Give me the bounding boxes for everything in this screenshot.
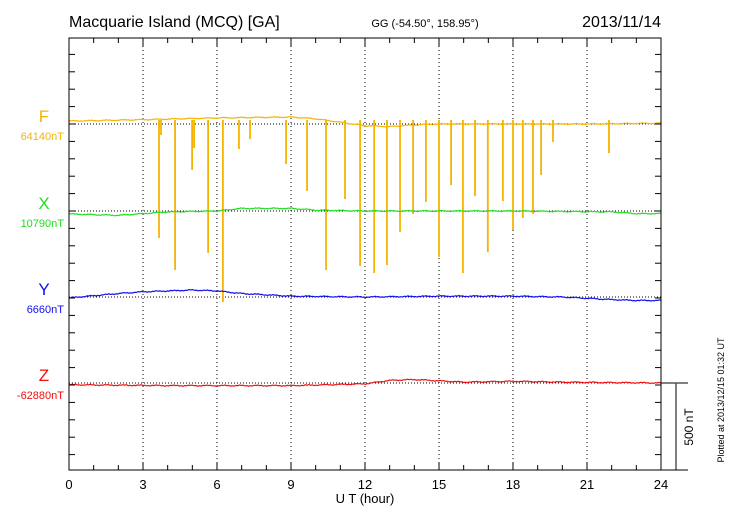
grid bbox=[69, 38, 661, 470]
x-tick-label: 12 bbox=[358, 477, 372, 492]
series-name-F: F bbox=[39, 107, 49, 126]
axis-ticks: 0 3 6 9 12 15 18 21 24 bbox=[65, 38, 668, 492]
baseline-label-F: 64140nT bbox=[21, 131, 65, 143]
series-name-X: X bbox=[38, 194, 49, 213]
x-tick-label: 24 bbox=[654, 477, 668, 492]
x-tick-label: 18 bbox=[506, 477, 520, 492]
chart-date: 2013/11/14 bbox=[582, 14, 661, 31]
x-axis-label: U T (hour) bbox=[336, 491, 395, 506]
series-name-Y: Y bbox=[38, 280, 49, 299]
series-labels: F 64140nT X 10790nT Y 6660nT Z -62880nT bbox=[17, 107, 64, 402]
x-tick-label: 0 bbox=[65, 477, 72, 492]
chart-title: Macquarie Island (MCQ) [GA] bbox=[69, 14, 280, 31]
x-tick-label: 3 bbox=[139, 477, 146, 492]
x-tick-label: 21 bbox=[580, 477, 594, 492]
plotted-at-footer: Plotted at 2013/12/15 01:32 UT bbox=[716, 337, 726, 463]
baseline-label-Y: 6660nT bbox=[27, 304, 65, 316]
series-name-Z: Z bbox=[39, 366, 49, 385]
x-tick-label: 15 bbox=[432, 477, 446, 492]
chart-subtitle: GG (-54.50°, 158.95°) bbox=[371, 18, 478, 30]
series-line-Y bbox=[68, 288, 662, 302]
scale-bar: 500 nT bbox=[661, 382, 696, 471]
x-tick-label: 6 bbox=[213, 477, 220, 492]
series-line-F bbox=[68, 115, 662, 128]
x-tick-label: 9 bbox=[287, 477, 294, 492]
scale-bar-label: 500 nT bbox=[682, 408, 696, 446]
baseline-label-X: 10790nT bbox=[21, 218, 65, 230]
series-line-Z bbox=[68, 378, 662, 387]
baseline-label-Z: -62880nT bbox=[17, 390, 64, 402]
series-line-X bbox=[69, 207, 662, 217]
series-group bbox=[68, 115, 662, 387]
